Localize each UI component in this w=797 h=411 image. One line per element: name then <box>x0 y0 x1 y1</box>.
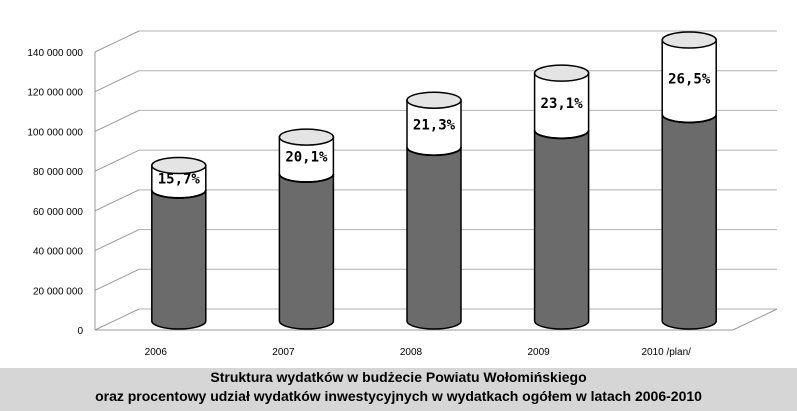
bar-segment-total-expenditure <box>533 130 590 330</box>
chart-title-line-1: Struktura wydatków w budżecie Powiatu Wo… <box>210 369 587 385</box>
x-tick-label: 2008 <box>400 347 423 358</box>
gridline-diagonal <box>94 149 140 172</box>
data-label: 20,1% <box>285 150 328 166</box>
bar-segment-total-expenditure <box>406 147 462 330</box>
gridline-diagonal <box>94 189 140 212</box>
cylinder-bar: 15,7% <box>150 156 207 330</box>
chart-title-line-2: oraz procentowy udział wydatków inwestyc… <box>95 388 702 404</box>
bar-top-cap <box>278 128 335 146</box>
gridline-diagonal <box>94 70 140 93</box>
y-tick-label: 0 <box>77 326 83 337</box>
y-tick-label: 40 000 000 <box>33 247 83 258</box>
bar-segment-seam <box>406 147 462 157</box>
data-label: 26,5% <box>668 71 711 87</box>
y-tick-label: 100 000 000 <box>27 127 83 138</box>
bar-top-cap <box>661 31 717 49</box>
cylinder-bar: 20,1% <box>278 128 335 330</box>
data-label: 23,1% <box>541 96 584 112</box>
cylinder-bar: 23,1% <box>533 64 590 330</box>
data-label: 21,3% <box>413 118 456 134</box>
bar-top-cap <box>406 91 462 109</box>
bar-segment-seam <box>661 114 718 124</box>
y-tick-label: 140 000 000 <box>27 48 83 59</box>
y-tick-label: 80 000 000 <box>33 167 83 178</box>
y-tick-label: 60 000 000 <box>33 207 83 218</box>
bar-segment-seam <box>278 173 335 183</box>
gridline-diagonal <box>94 268 140 291</box>
y-tick-label: 120 000 000 <box>27 88 83 99</box>
axis-floor-side <box>732 308 778 331</box>
gridline-diagonal <box>94 229 140 252</box>
data-label: 15,7% <box>158 172 201 188</box>
bar-segment-total-expenditure <box>278 173 335 330</box>
chart-caption: Struktura wydatków w budżecie Powiatu Wo… <box>0 368 797 411</box>
x-tick-label: 2009 <box>527 347 550 358</box>
x-axis-ticks: 2006 2007 2008 2009 2010 /plan/ <box>145 347 691 358</box>
cylinder-bar: 26,5% <box>661 31 718 330</box>
gridline-diagonal <box>94 109 140 132</box>
cylinder-bar: 21,3% <box>406 91 462 330</box>
y-tick-label: 20 000 000 <box>33 286 83 297</box>
x-tick-label: 2010 /plan/ <box>641 347 691 358</box>
chart: 0 20 000 000 40 000 000 60 000 000 80 000 00… <box>27 30 778 358</box>
bar-segment-total-expenditure <box>151 189 207 330</box>
bar-segment-total-expenditure <box>661 114 717 330</box>
bar-top-cap <box>151 156 207 175</box>
bar-segment-seam <box>150 189 207 199</box>
bar-top-cap <box>533 64 590 82</box>
bar-segment-seam <box>533 130 590 140</box>
x-tick-label: 2006 <box>145 347 168 358</box>
x-tick-label: 2007 <box>272 347 295 358</box>
y-axis-ticks: 0 20 000 000 40 000 000 60 000 000 80 000 00… <box>27 48 83 337</box>
bars: 15,7% 20,1% 21,3% 23,1% 26,5% <box>150 31 718 330</box>
gridline-diagonal <box>94 308 140 331</box>
gridline-diagonal <box>94 30 140 53</box>
